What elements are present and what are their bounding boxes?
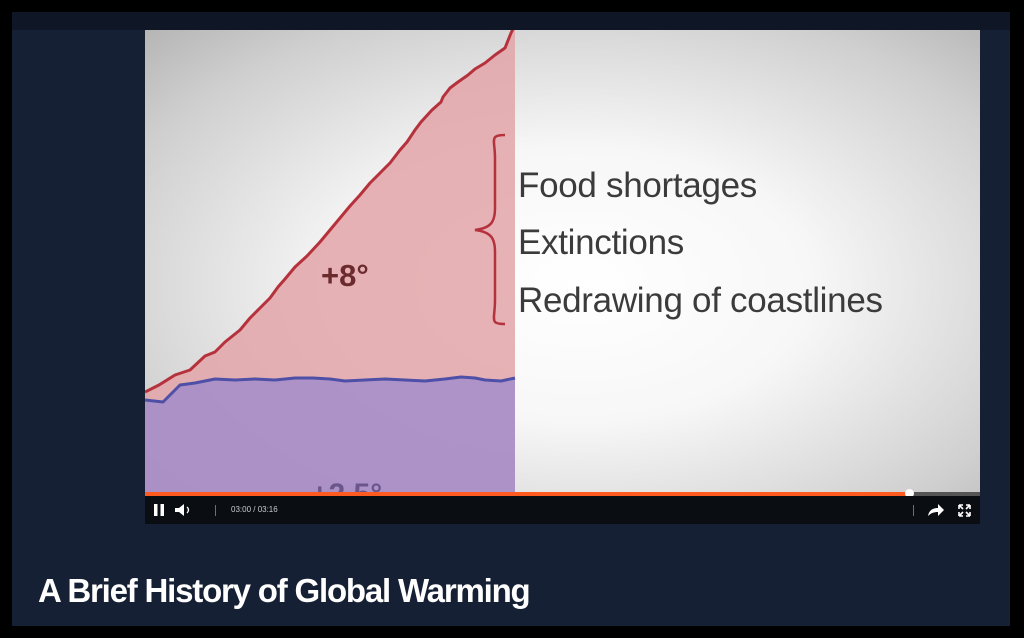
video-card: +8° +2.5° Food shortages Extinctions Red… — [12, 12, 1010, 626]
fullscreen-icon — [957, 503, 971, 517]
consequence-coastlines: Redrawing of coastlines — [518, 281, 883, 320]
fullscreen-button[interactable] — [955, 501, 973, 519]
control-divider — [215, 505, 216, 516]
warming-line — [145, 30, 515, 394]
video-player[interactable]: +8° +2.5° Food shortages Extinctions Red… — [145, 30, 980, 524]
video-title[interactable]: A Brief History of Global Warming — [38, 572, 531, 609]
baseline-line — [145, 375, 516, 404]
consequence-food: Food shortages — [518, 166, 758, 205]
warming-area — [145, 30, 515, 402]
volume-icon — [175, 504, 190, 516]
warming-label: +8° — [321, 258, 369, 293]
baseline-label: +2.5° — [311, 478, 382, 494]
control-divider — [913, 505, 914, 516]
video-frame[interactable]: +8° +2.5° Food shortages Extinctions Red… — [145, 30, 980, 494]
time-display: 03:00 / 03:16 — [231, 505, 278, 514]
pause-icon — [154, 504, 164, 516]
pause-button[interactable] — [151, 501, 167, 519]
share-button[interactable] — [925, 501, 947, 519]
progress-scrubber[interactable] — [905, 489, 915, 498]
brace — [474, 133, 506, 326]
card-top-band — [12, 12, 1010, 30]
control-bar: 03:00 / 03:16 — [145, 496, 980, 524]
progress-fill — [145, 492, 910, 496]
consequence-extinctions: Extinctions — [518, 223, 684, 262]
volume-button[interactable] — [173, 501, 195, 519]
progress-bar[interactable] — [145, 489, 980, 498]
share-icon — [928, 504, 944, 516]
temperature-graphic — [145, 30, 516, 494]
baseline-area — [145, 377, 515, 494]
